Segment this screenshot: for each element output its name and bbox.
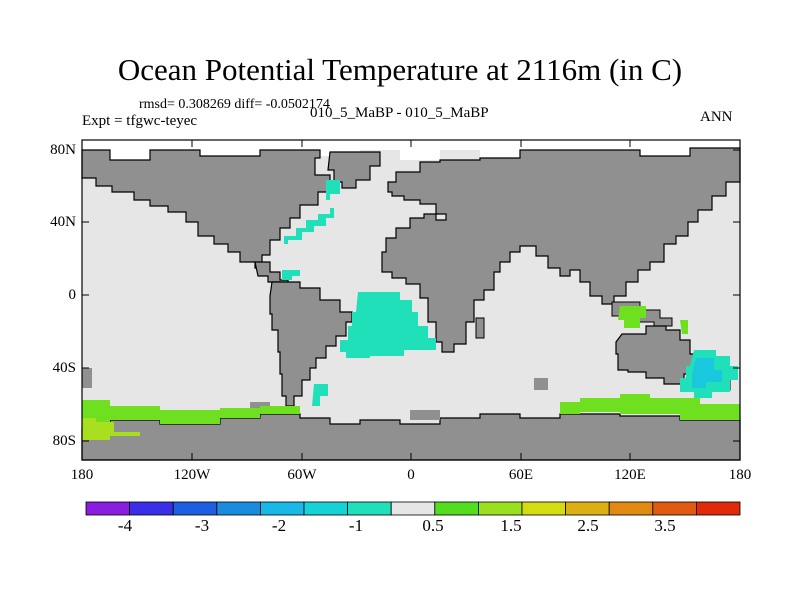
- seafloor-patch: [82, 368, 92, 388]
- anomaly-tasman-core: [692, 358, 722, 388]
- lat-label-0: 0: [68, 287, 77, 303]
- lat-label-40n: 40N: [50, 214, 76, 230]
- arctic-ice: [82, 140, 740, 160]
- colorbar-label: 1.5: [500, 516, 522, 535]
- season-label: ANN: [700, 109, 733, 125]
- colorbar-label: -2: [271, 516, 287, 535]
- lon-label-60e: 60E: [508, 467, 534, 483]
- anomaly-south-atlantic: [340, 292, 436, 358]
- land-north-america: [81, 149, 331, 269]
- anomaly-arctic-patch: [326, 180, 340, 200]
- land-south-america: [269, 281, 353, 407]
- lat-label-80s: 80S: [52, 433, 76, 449]
- colorbar-label: -3: [194, 516, 210, 535]
- lon-label-180e: 180: [728, 467, 752, 483]
- seafloor-patch: [534, 378, 548, 390]
- lon-label-0: 0: [407, 467, 415, 483]
- lat-label-80n: 80N: [50, 142, 76, 158]
- colorbar-label: 2.5: [577, 516, 599, 535]
- land-madagascar: [475, 317, 485, 339]
- lon-label-120e: 120E: [614, 467, 646, 483]
- anomaly-southern-ocean-yellowgreen: [82, 418, 140, 440]
- colorbar-label: 0.5: [422, 516, 444, 535]
- colorbar-label: -4: [117, 516, 133, 535]
- anomaly-coral-green: [680, 320, 688, 334]
- map-layers: [81, 140, 741, 461]
- lon-label-180w: 180: [70, 467, 94, 483]
- land-eurasia-africa: [381, 147, 741, 353]
- case-comparison-label: 010_5_MaBP - 010_5_MaBP: [310, 105, 489, 121]
- experiment-label: Expt = tfgwc-teyec: [82, 113, 198, 129]
- anomaly-gulf: [282, 270, 300, 280]
- plot-title: Ocean Potential Temperature at 2116m (in…: [117, 52, 683, 87]
- seafloor-patch: [410, 410, 440, 420]
- colorbar-label: -1: [348, 516, 364, 535]
- colorbar-label: 3.5: [654, 516, 676, 535]
- anomaly-indian-green: [618, 306, 646, 328]
- lon-label-60w: 60W: [287, 467, 317, 483]
- anomaly-southern-ocean-pacific: [82, 400, 300, 428]
- anomaly-north-atlantic: [284, 208, 334, 244]
- lat-label-40s: 40S: [52, 360, 76, 376]
- axis-ticks: [82, 140, 740, 460]
- land-greenland: [327, 151, 381, 189]
- anomaly-southern-ocean-indian: [560, 394, 740, 420]
- rmsd-diff-stats: rmsd= 0.308269 diff= -0.0502174: [139, 97, 330, 112]
- lon-label-120w: 120W: [173, 467, 211, 483]
- anomaly-south-atlantic-tip: [312, 384, 328, 406]
